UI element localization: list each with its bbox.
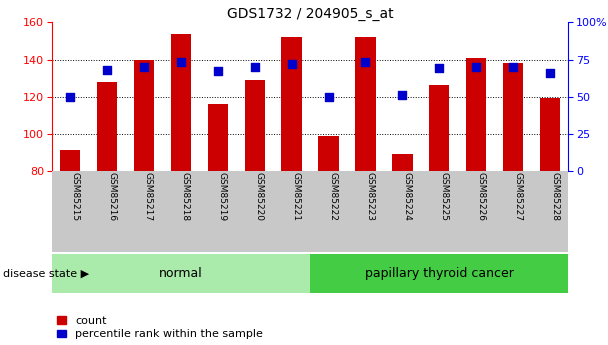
Text: GSM85220: GSM85220 — [255, 172, 264, 221]
Bar — [97, 82, 117, 171]
Legend: count, percentile rank within the sample: count, percentile rank within the sample — [57, 316, 263, 339]
Bar — [244, 80, 265, 171]
Text: GSM85223: GSM85223 — [365, 172, 375, 221]
Text: GSM85216: GSM85216 — [107, 172, 116, 221]
Text: GSM85222: GSM85222 — [328, 172, 337, 221]
Bar — [319, 136, 339, 171]
Point — [287, 61, 297, 67]
Bar — [310, 254, 568, 293]
Point — [398, 92, 407, 98]
Text: GSM85217: GSM85217 — [144, 172, 153, 221]
Text: GSM85215: GSM85215 — [70, 172, 79, 221]
Bar — [134, 59, 154, 171]
Text: disease state ▶: disease state ▶ — [3, 268, 89, 278]
Point — [434, 66, 444, 71]
Bar — [503, 63, 523, 171]
Text: GSM85221: GSM85221 — [292, 172, 300, 221]
Bar — [208, 104, 228, 171]
Bar — [466, 58, 486, 171]
Bar — [540, 98, 560, 171]
Text: GSM85218: GSM85218 — [181, 172, 190, 221]
Text: papillary thyroid cancer: papillary thyroid cancer — [365, 267, 514, 280]
Point — [213, 69, 223, 74]
Bar — [282, 37, 302, 171]
Text: GSM85224: GSM85224 — [402, 172, 412, 221]
Point — [508, 64, 518, 70]
Text: GSM85225: GSM85225 — [439, 172, 448, 221]
Bar — [52, 254, 310, 293]
Bar — [171, 33, 191, 171]
Point — [102, 67, 112, 73]
Text: GSM85219: GSM85219 — [218, 172, 227, 221]
Point — [139, 64, 149, 70]
Point — [361, 60, 370, 65]
Text: GSM85227: GSM85227 — [513, 172, 522, 221]
Text: normal: normal — [159, 267, 202, 280]
Bar — [60, 150, 80, 171]
Point — [250, 64, 260, 70]
Bar — [355, 37, 376, 171]
Point — [471, 64, 481, 70]
Point — [65, 94, 75, 99]
Point — [545, 70, 555, 76]
Bar — [429, 86, 449, 171]
Bar — [392, 154, 412, 171]
Point — [323, 94, 333, 99]
Point — [176, 60, 186, 65]
Text: GSM85228: GSM85228 — [550, 172, 559, 221]
Title: GDS1732 / 204905_s_at: GDS1732 / 204905_s_at — [227, 7, 393, 21]
Text: GSM85226: GSM85226 — [476, 172, 485, 221]
